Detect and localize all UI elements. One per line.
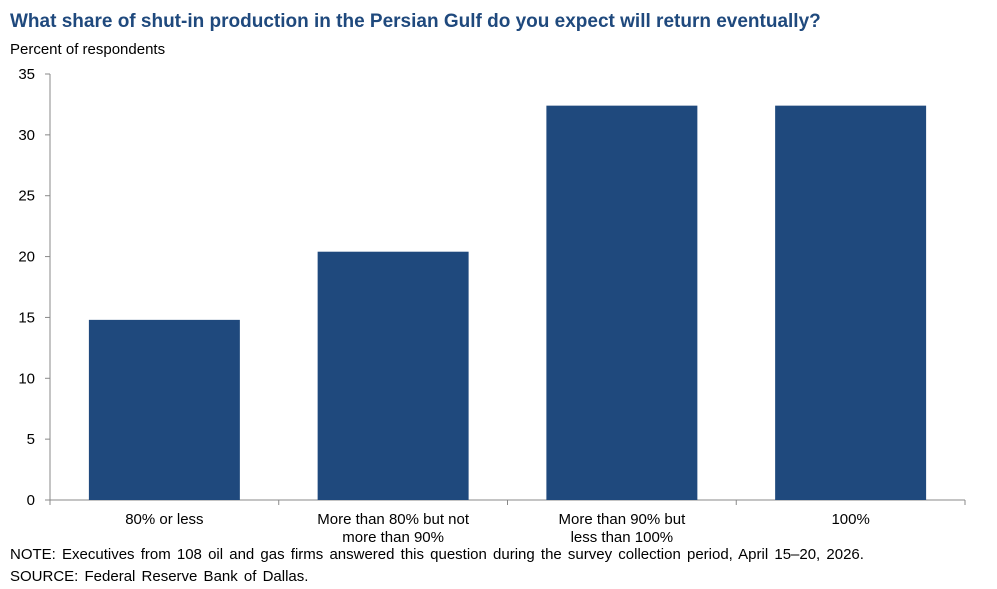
bar-2 — [317, 251, 469, 500]
y-tick-label: 15 — [18, 309, 35, 326]
bar-4 — [775, 105, 927, 500]
bar-1 — [88, 319, 240, 500]
y-tick-label: 0 — [27, 492, 35, 509]
y-tick-label: 30 — [18, 127, 35, 144]
y-tick-label: 20 — [18, 249, 35, 266]
y-tick-label: 35 — [18, 66, 35, 83]
source-text: SOURCE: Federal Reserve Bank of Dallas. — [10, 568, 309, 585]
x-tick-label: More than 90% but less than 100% — [559, 511, 687, 546]
note-text: NOTE: Executives from 108 oil and gas fi… — [10, 546, 864, 563]
bar-3 — [546, 105, 698, 500]
y-tick-label: 5 — [27, 431, 35, 448]
x-tick-label: More than 80% but not more than 90% — [317, 511, 470, 546]
chart-title: What share of shut-in production in the … — [10, 11, 821, 32]
y-axis-label: Percent of respondents — [10, 41, 166, 58]
x-tick-label: 80% or less — [125, 511, 203, 528]
y-tick-label: 10 — [18, 370, 35, 387]
x-tick-label: 100% — [831, 511, 869, 528]
y-tick-label: 25 — [18, 188, 35, 205]
